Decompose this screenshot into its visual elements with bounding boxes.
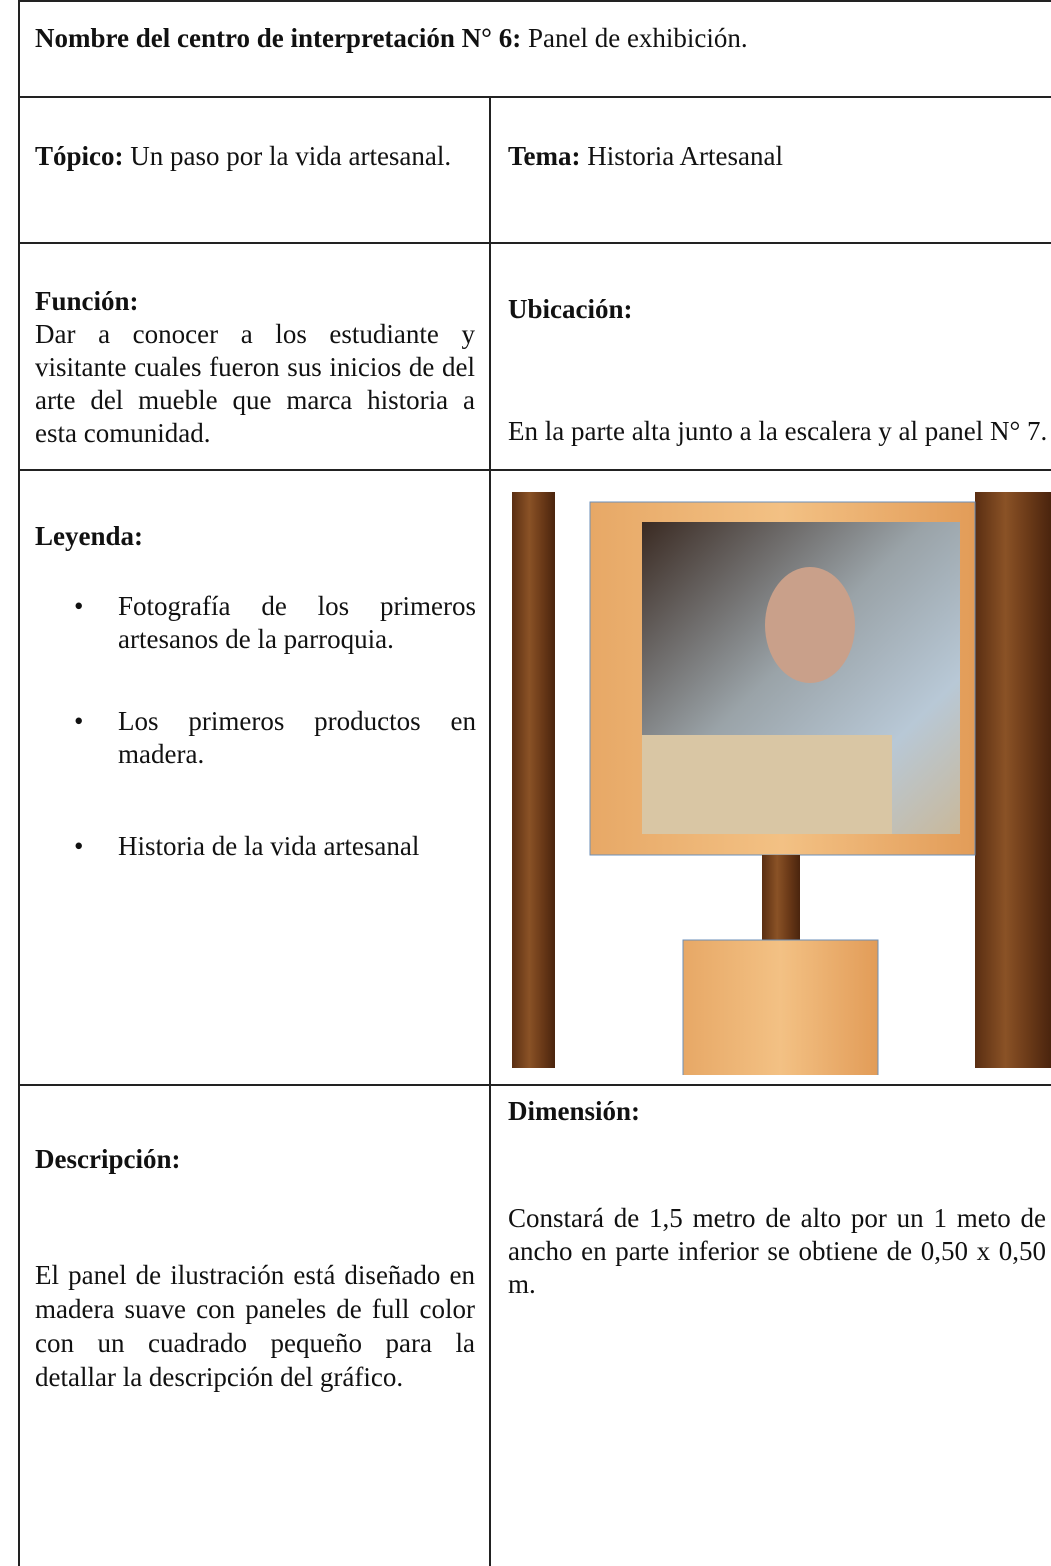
- value: Panel de exhibición.: [527, 23, 748, 53]
- leyenda-list: Fotografía de los primeros artesanos de …: [74, 590, 476, 863]
- border: [489, 96, 491, 1566]
- label: Tópico:: [35, 141, 124, 171]
- stem: [762, 855, 800, 940]
- label: Ubicación:: [508, 294, 633, 324]
- label: Descripción:: [35, 1144, 181, 1174]
- ubicacion-label: Ubicación:: [508, 293, 1048, 326]
- label: Leyenda:: [35, 521, 143, 551]
- value: Un paso por la vida artesanal.: [130, 141, 452, 171]
- border: [18, 96, 1051, 98]
- value: Historia Artesanal: [587, 141, 783, 171]
- border: [18, 0, 1051, 2]
- list-item: Los primeros productos en madera.: [74, 705, 476, 771]
- header: Nombre del centro de interpretación N° 6…: [35, 22, 1035, 55]
- post: [975, 492, 1051, 1068]
- small-panel: [682, 939, 879, 1075]
- label: Función:: [35, 286, 139, 316]
- border: [18, 1084, 1051, 1086]
- tema: Tema: Historia Artesanal: [508, 140, 1038, 173]
- leyenda-label: Leyenda:: [35, 520, 475, 553]
- ubicacion-text: En la parte alta junto a la escalera y a…: [508, 416, 1048, 446]
- descripcion-text: El panel de ilustración está diseñado en…: [35, 1260, 475, 1392]
- border: [18, 242, 1051, 244]
- post: [512, 492, 555, 1068]
- border: [18, 0, 20, 1566]
- photo-wood: [642, 735, 892, 834]
- label: Tema:: [508, 141, 581, 171]
- list-item: Fotografía de los primeros artesanos de …: [74, 590, 476, 656]
- funcion: Función: Dar a conocer a los estudiante y…: [35, 285, 475, 450]
- dimension-text: Constará de 1,5 metro de alto por un 1 m…: [508, 1203, 1046, 1299]
- photo-face: [765, 567, 855, 683]
- list-item: Historia de la vida artesanal: [74, 830, 476, 863]
- panel-illustration: [512, 492, 1051, 1075]
- label: Dimensión:: [508, 1096, 641, 1126]
- border: [18, 469, 1051, 471]
- text: Dar a conocer a los estudiante y visitan…: [35, 319, 475, 448]
- topico: Tópico: Un paso por la vida artesanal.: [35, 140, 475, 173]
- descripcion-label: Descripción:: [35, 1143, 475, 1176]
- dimension-label: Dimensión:: [508, 1095, 1048, 1128]
- label: Nombre del centro de interpretación N° 6…: [35, 23, 522, 53]
